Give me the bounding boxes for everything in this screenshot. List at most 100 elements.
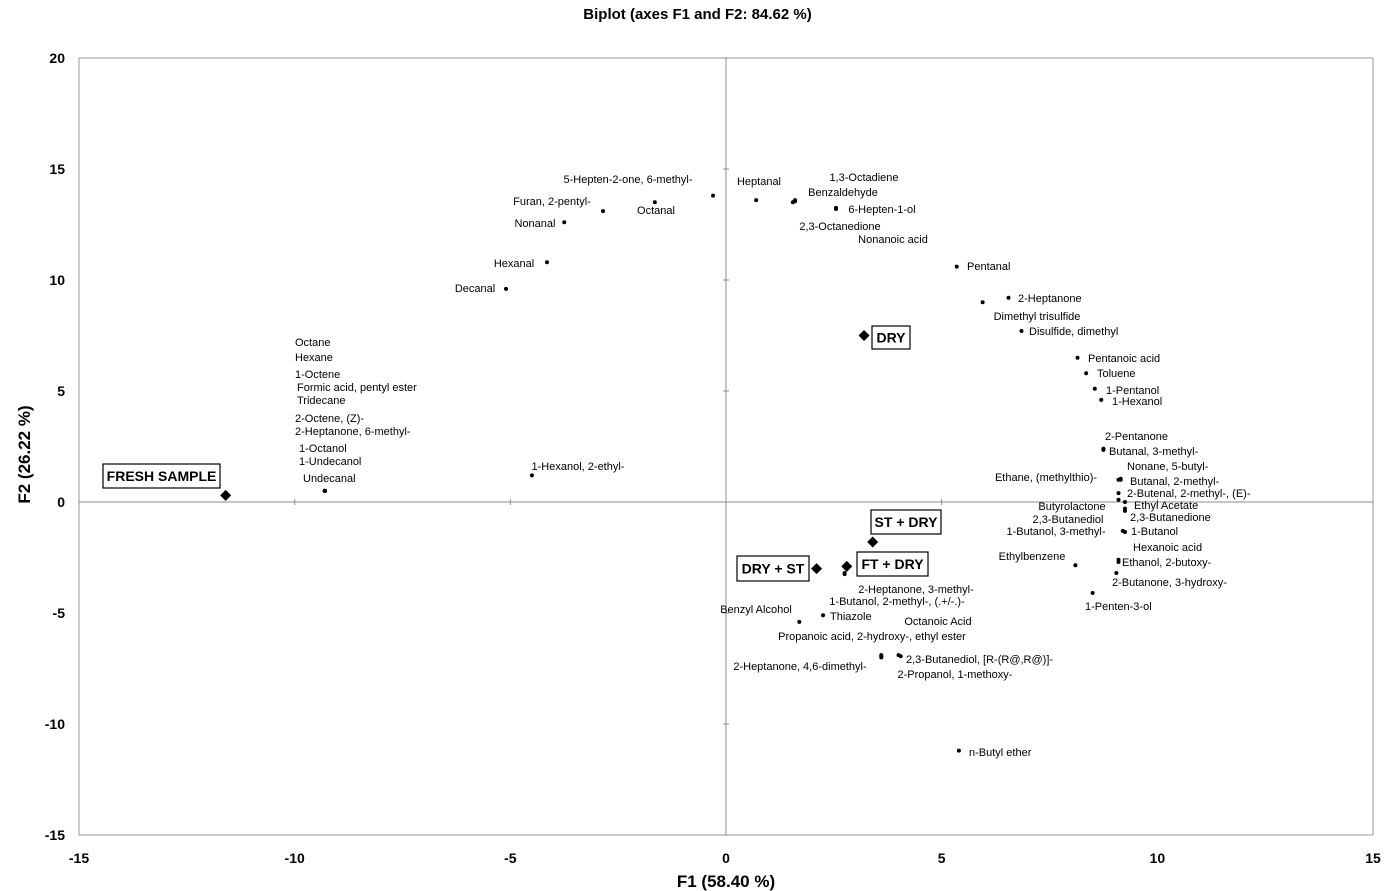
variable-point (1122, 500, 1127, 504)
x-tick-label: 15 (1365, 850, 1381, 866)
variable-label: 2,3-Butanediol, [R-(R@,R@)]- (906, 654, 1053, 666)
variable-label: Benzyl Alcohol (720, 604, 792, 616)
variable-point (954, 264, 959, 269)
variable-label: Thiazole (830, 611, 872, 623)
variable-point (544, 260, 549, 265)
variable-label: Decanal (455, 283, 495, 295)
variable-point (1006, 295, 1011, 300)
variable-label: Tridecane (297, 395, 346, 407)
sample-label: DRY (876, 330, 906, 346)
variable-point (652, 200, 657, 205)
sample-marker (220, 489, 232, 501)
variable-label: Disulfide, dimethyl (1029, 326, 1118, 338)
x-tick-label: 5 (938, 850, 946, 866)
variable-label: Octanal (637, 205, 675, 217)
variable-label: 1-Octanol (299, 443, 347, 455)
samples-layer: FRESH SAMPLE DRY ST + DRY DRY + ST FT + DRY (102, 325, 942, 582)
variable-label: Hexane (295, 352, 333, 364)
variable-label: 2-Propanol, 1-methoxy- (898, 669, 1013, 681)
variable-label: 1-Hexanol, 2-ethyl- (532, 461, 625, 473)
ticks-layer: -15 -10 -5 0 5 10 15 -15 -10 -5 0 5 10 15 20 (45, 50, 1381, 866)
variable-label: 2-Pentanone (1105, 431, 1168, 443)
variable-label: Furan, 2-pentyl- (513, 196, 591, 208)
variable-label: Ethyl Acetate (1134, 500, 1198, 512)
y-tick-label: 15 (49, 161, 65, 177)
sample-marker (867, 536, 879, 548)
variable-label: Butanal, 2-methyl- (1130, 476, 1220, 488)
variable-label: 1-Butanol, 3-methyl- (1006, 526, 1105, 538)
y-tick-label: 0 (57, 494, 65, 510)
sample-label: DRY + ST (742, 561, 805, 577)
variable-point (842, 572, 847, 577)
variable-label: 6-Hepten-1-ol (848, 204, 915, 216)
x-axis-title: F1 (58.40 %) (677, 872, 775, 891)
variable-point (601, 209, 606, 214)
variable-point (821, 613, 826, 618)
variable-label: Ethanol, 2-butoxy- (1122, 557, 1212, 569)
variable-label: Dimethyl trisulfide (994, 311, 1081, 323)
sample-marker (858, 330, 870, 341)
variable-point (1075, 355, 1080, 360)
y-tick-label: -5 (53, 605, 66, 621)
variable-label: 2,3-Octanedione (799, 221, 880, 233)
variable-label: 1-Butanol, 2-methyl-, (.+/-.)- (829, 596, 965, 608)
variable-point (1116, 497, 1121, 502)
variable-point (833, 205, 838, 210)
variable-label: 1-Hexanol (1112, 396, 1162, 408)
y-tick-label: -15 (45, 827, 65, 843)
variable-point (879, 655, 884, 660)
variables-layer: 5-Hepten-2-one, 6-methyl- Furan, 2-pentyl… (295, 172, 1251, 759)
y-tick-label: 10 (49, 272, 65, 288)
variable-label: Formic acid, pentyl ester (297, 382, 417, 394)
sample-label: FT + DRY (861, 556, 924, 572)
variable-label: Heptanal (737, 176, 781, 188)
x-tick-label: -10 (285, 850, 305, 866)
variable-point (529, 473, 534, 478)
sample-label-box (871, 325, 911, 350)
variable-point (562, 220, 567, 225)
sample-marker (811, 563, 823, 575)
variable-label: Octane (295, 337, 330, 349)
y-tick-label: -10 (45, 716, 65, 732)
sample-label-box (870, 509, 942, 535)
x-tick-label: -15 (69, 850, 89, 866)
sample-marker (841, 560, 853, 572)
variable-label: 2-Butenal, 2-methyl-, (E)- (1127, 488, 1251, 500)
variable-point (898, 654, 903, 659)
variable-label: 1-Undecanol (299, 456, 361, 468)
variable-label: Nonanal (515, 218, 556, 230)
variable-point (1116, 559, 1121, 564)
x-tick-label: 0 (722, 850, 730, 866)
variable-label: Benzaldehyde (808, 187, 878, 199)
variable-label: 1-Penten-3-ol (1085, 601, 1152, 613)
variable-point (956, 748, 961, 753)
variable-point (1084, 371, 1089, 376)
variable-label: 2-Heptanone, 3-methyl- (858, 584, 974, 596)
variable-point (322, 488, 327, 493)
variable-label: Butanal, 3-methyl- (1109, 446, 1199, 458)
y-axis-title: F2 (26.22 %) (15, 405, 34, 503)
variable-label: Octanoic Acid (904, 616, 971, 628)
variable-label: 2,3-Butanediol (1033, 514, 1104, 526)
variable-point (504, 286, 509, 291)
variable-point (797, 619, 802, 624)
variable-label: Undecanal (303, 473, 356, 485)
x-tick-label: 10 (1150, 850, 1166, 866)
variable-point (1092, 386, 1097, 391)
variable-label: Pentanoic acid (1088, 353, 1160, 365)
variable-point (1118, 477, 1123, 482)
variable-point (1073, 563, 1078, 568)
variable-label: 1,3-Octadiene (829, 172, 898, 184)
variable-label: Ethane, (methylthio)- (995, 472, 1097, 484)
variable-label: Propanoic acid, 2-hydroxy-, ethyl ester (778, 631, 966, 643)
variable-point (793, 199, 798, 204)
variable-label: 2-Heptanone, 4,6-dimethyl- (733, 661, 867, 673)
variable-label: Hexanal (494, 258, 534, 270)
variable-label: 2-Heptanone, 6-methyl- (295, 426, 411, 438)
x-tick-label: -5 (504, 850, 517, 866)
variable-label: Nonane, 5-butyl- (1127, 461, 1209, 473)
variable-point (1019, 329, 1024, 334)
sample-label: ST + DRY (875, 514, 939, 530)
sample-label: FRESH SAMPLE (107, 468, 217, 484)
